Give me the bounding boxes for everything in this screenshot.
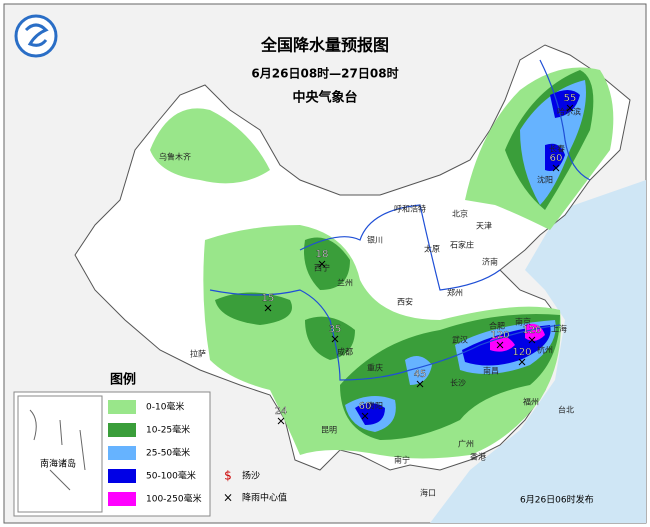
city-label: 重庆 — [367, 363, 383, 373]
legend-symbol: × — [223, 491, 233, 505]
city-label: 香港 — [470, 452, 486, 462]
city-label: 贵阳 — [367, 401, 383, 411]
city-label: 北京 — [452, 209, 468, 219]
center-cross — [518, 358, 526, 366]
center-cross — [528, 336, 536, 344]
city-label: 银川 — [367, 235, 383, 245]
rain-area — [545, 143, 565, 171]
city-label: 南宁 — [394, 455, 410, 465]
city-label: 太原 — [424, 244, 440, 254]
songhua-river — [539, 59, 591, 181]
sea — [430, 180, 646, 523]
yangtze-river — [209, 289, 561, 381]
rain-area — [550, 90, 580, 118]
legend-label: 0-10毫米 — [146, 401, 184, 413]
city-label: 拉萨 — [190, 349, 206, 359]
rain-area — [215, 292, 292, 325]
city-label: 呼和浩特 — [394, 204, 426, 214]
city-label: 长沙 — [450, 378, 466, 388]
center-cross — [264, 304, 272, 312]
city-label: 上海 — [551, 324, 567, 334]
logo-mark — [24, 23, 49, 47]
legend-symbol: $ — [224, 469, 232, 483]
city-label: 福州 — [523, 398, 539, 407]
center-value: 120 — [522, 325, 541, 336]
rain-area — [305, 316, 355, 360]
center-value: 55 — [564, 93, 577, 104]
title: 全国降水量预报图 — [260, 36, 389, 55]
rivers — [209, 59, 591, 381]
legend-symbol-label: 扬沙 — [242, 470, 260, 482]
center-value: 15 — [262, 293, 275, 304]
legend-swatch — [108, 400, 136, 414]
city-label: 南京 — [515, 317, 531, 327]
inset-islands — [29, 409, 86, 491]
city-label: 合肥 — [489, 321, 505, 331]
footer: 6月26日06时发布 — [520, 494, 594, 506]
city-label: 海口 — [420, 488, 436, 498]
center-cross — [361, 412, 369, 420]
city-label: 武汉 — [452, 335, 468, 345]
center-cross — [496, 341, 504, 349]
legend-title: 图例 — [110, 372, 136, 388]
center-cross — [277, 417, 285, 425]
inset-label: 南海诸岛 — [40, 458, 76, 470]
legend: 南海诸岛 图例 0-10毫米 10-25毫米 25-50毫米 50-100毫米 100-… — [13, 372, 287, 517]
rain-area — [150, 108, 270, 184]
rain-area — [304, 237, 350, 290]
city-label: 南昌 — [483, 366, 499, 376]
center-value: 60 — [550, 153, 563, 164]
city-label: 台北 — [558, 405, 574, 415]
city-label: 西宁 — [314, 263, 330, 273]
legend-symbol-label: 降雨中心值 — [242, 492, 287, 504]
city-label: 昆明 — [321, 426, 337, 435]
legend-label: 50-100毫米 — [146, 470, 196, 482]
city-label: 长春 — [549, 144, 565, 154]
inset-box — [17, 395, 103, 513]
city-label: 兰州 — [337, 278, 353, 288]
city-label: 石家庄 — [450, 240, 474, 250]
center-value: 60 — [359, 401, 372, 412]
city-label: 哈尔滨 — [557, 107, 581, 117]
center-cross — [566, 104, 574, 112]
rain-areas — [150, 67, 614, 459]
subtitle: 6月26日08时—27日08时 — [251, 66, 398, 81]
legend-label: 100-250毫米 — [146, 493, 202, 505]
center-cross — [552, 164, 560, 172]
city-label: 郑州 — [447, 288, 463, 298]
issuer: 中央气象台 — [292, 90, 357, 106]
rain-area — [355, 403, 385, 425]
city-label: 济南 — [482, 257, 498, 267]
legend-label: 10-25毫米 — [146, 424, 190, 436]
city-label: 西安 — [397, 297, 413, 307]
rain-area — [405, 356, 432, 385]
center-value: 35 — [329, 324, 342, 335]
city-label: 天津 — [476, 221, 492, 231]
legend-swatch — [108, 446, 136, 460]
center-value: 120 — [490, 330, 509, 341]
legend-swatch — [108, 492, 136, 506]
city-label: 沈阳 — [537, 175, 553, 185]
legend-swatch — [108, 469, 136, 483]
center-value: 24 — [275, 406, 288, 417]
center-cross — [331, 335, 339, 343]
city-label: 广州 — [458, 439, 474, 449]
legend-swatch — [108, 423, 136, 437]
center-value: 120 — [512, 347, 531, 358]
legend-label: 25-50毫米 — [146, 447, 190, 459]
center-value: 18 — [316, 249, 329, 260]
center-cross — [416, 380, 424, 388]
legend-items: 0-10毫米 10-25毫米 25-50毫米 50-100毫米 100-250毫米 $ 扬沙… — [108, 400, 287, 506]
center-value: 45 — [414, 369, 427, 380]
city-label: 杭州 — [537, 345, 553, 355]
center-cross — [318, 260, 326, 268]
city-label: 乌鲁木齐 — [159, 152, 191, 162]
yellow-river — [299, 204, 501, 291]
city-label: 成都 — [337, 347, 353, 357]
